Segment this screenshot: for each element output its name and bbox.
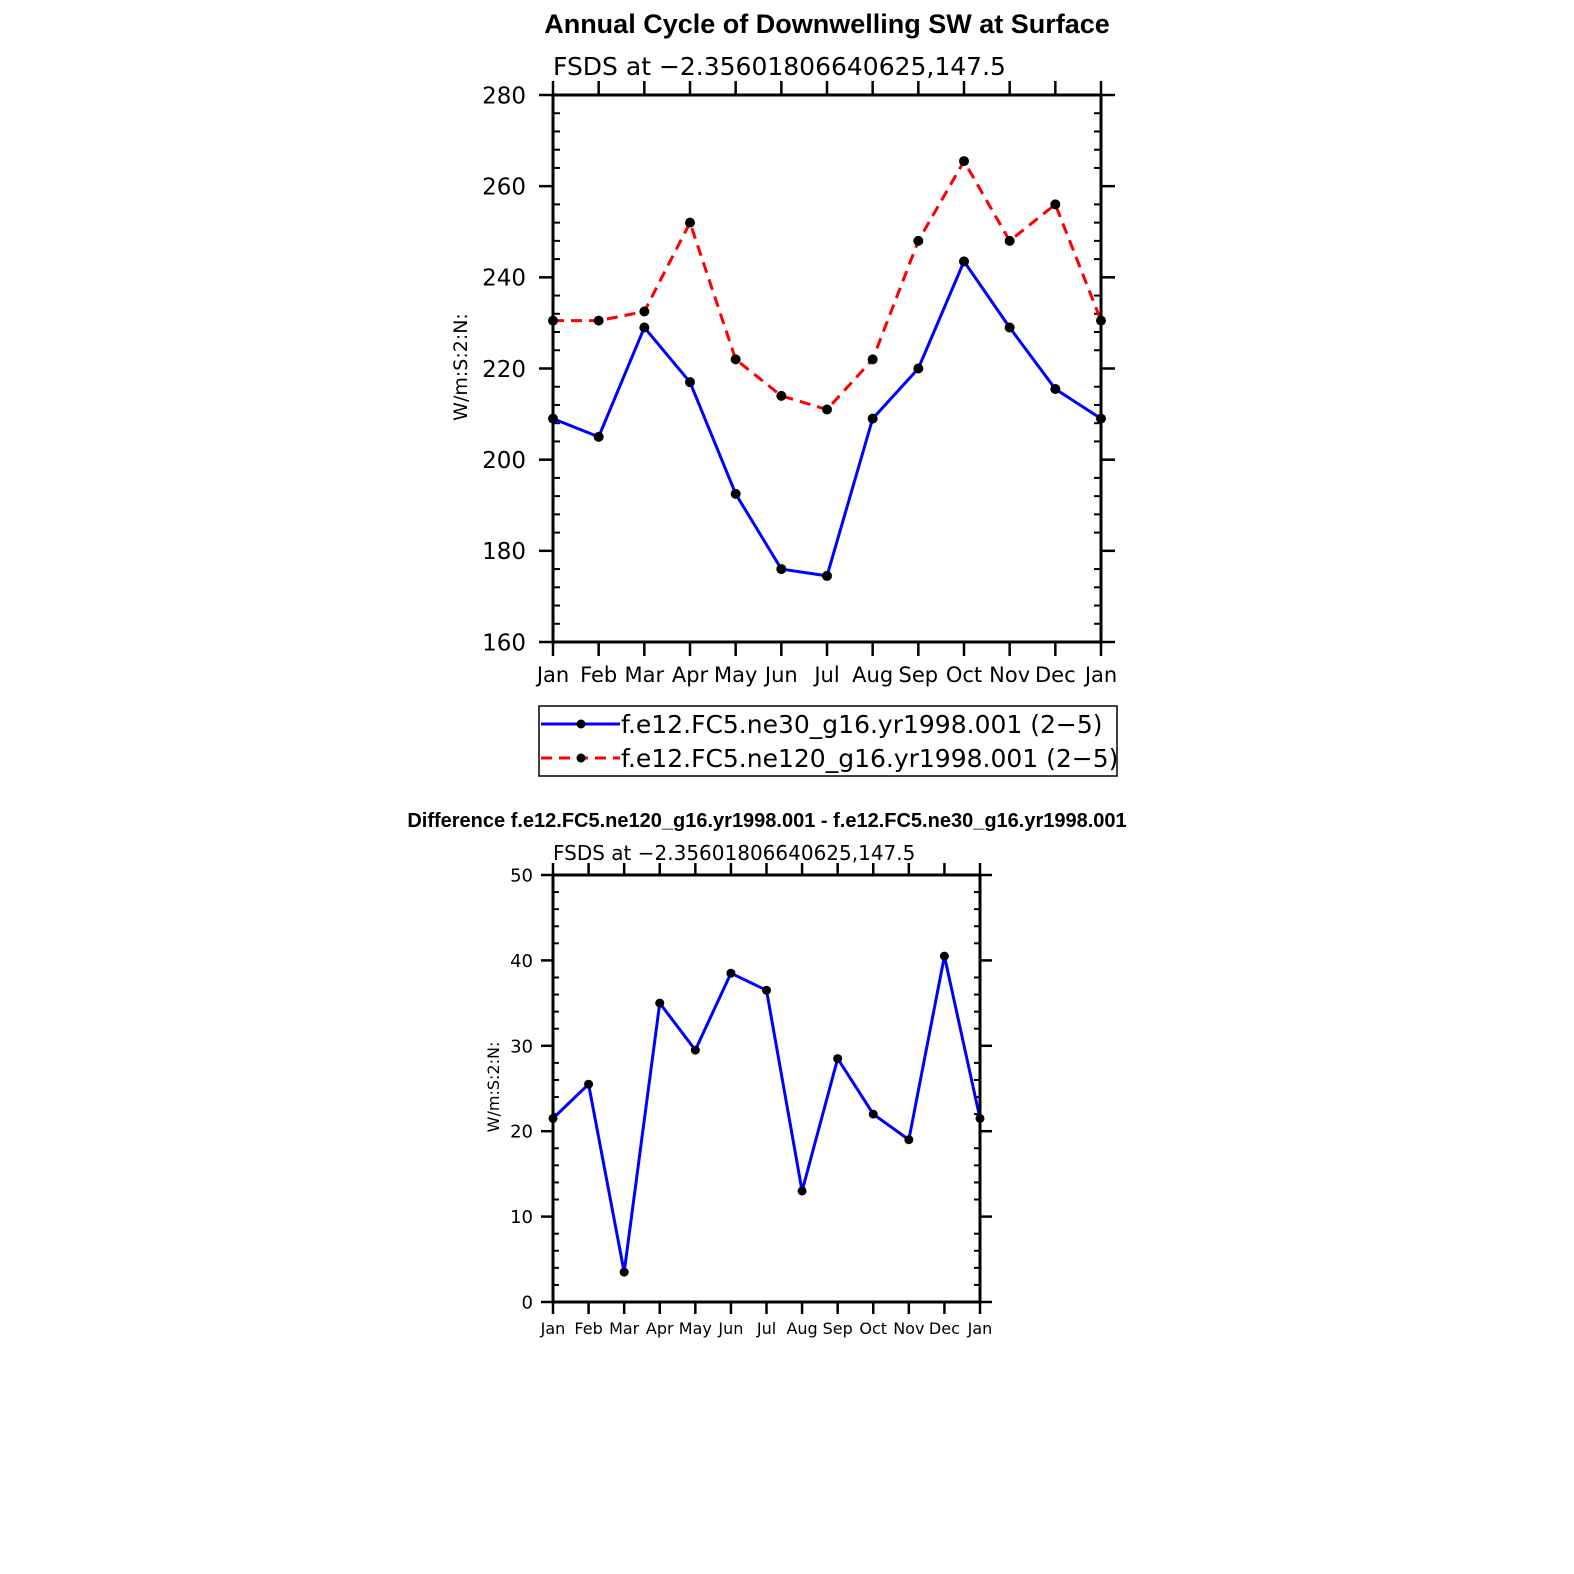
difference-title: Difference f.e12.FC5.ne120_g16.yr1998.00… xyxy=(407,810,1126,832)
annual-cycle-series-0-point xyxy=(1004,322,1015,333)
difference-series-0-point xyxy=(833,1054,843,1064)
annual-cycle-series-0-point xyxy=(867,413,878,424)
difference-series-0-point xyxy=(655,998,665,1008)
legend-box xyxy=(538,705,1118,777)
annual-cycle-y-tick-labels: 160 180 200 220 240 260 280 xyxy=(482,83,526,656)
difference-y-tick-label: 40 xyxy=(510,951,533,972)
difference-series-0-point xyxy=(690,1045,700,1055)
annual-cycle-x-tick-label: Jan xyxy=(535,663,569,687)
difference-series-0-point xyxy=(868,1109,878,1119)
annual-cycle-y-tick-label: 160 xyxy=(482,630,526,656)
annual-cycle-series-1-point xyxy=(776,390,787,401)
annual-cycle-x-tick-label: Apr xyxy=(672,663,709,687)
legend-marker-ne30 xyxy=(576,719,586,729)
annual-cycle-title: Annual Cycle of Downwelling SW at Surfac… xyxy=(544,9,1110,39)
difference-series-0-point xyxy=(726,968,736,978)
annual-cycle-x-tick-label: Jan xyxy=(1083,663,1117,687)
annual-cycle-y-tick-label: 180 xyxy=(482,539,526,565)
annual-cycle-series-1-point xyxy=(1004,235,1015,246)
difference-plot-frame xyxy=(551,873,982,1304)
annual-cycle-plot-frame xyxy=(551,93,1103,644)
difference-x-tick-label: Mar xyxy=(609,1319,640,1338)
annual-cycle-series-1-point xyxy=(685,217,695,228)
annual-cycle-x-tick-label: Aug xyxy=(852,663,893,687)
annual-cycle-y-tick-label: 240 xyxy=(482,266,526,292)
difference-y-tick-label: 0 xyxy=(522,1292,533,1313)
legend-label-ne120: f.e12.FC5.ne120_g16.yr1998.001 (2−5) xyxy=(621,744,1118,773)
legend-label-ne30: f.e12.FC5.ne30_g16.yr1998.001 (2−5) xyxy=(621,710,1103,739)
difference-y-tick-label: 20 xyxy=(510,1122,533,1143)
annual-cycle-y-tick-label: 280 xyxy=(482,83,526,109)
difference-x-tick-label: Jun xyxy=(717,1319,743,1338)
annual-cycle-series-1-point xyxy=(822,404,832,415)
difference-x-tick-label: Feb xyxy=(574,1319,602,1338)
annual-cycle-chart: Annual Cycle of Downwelling SW at Surfac… xyxy=(450,9,1118,777)
difference-x-tick-labels: Jan Feb Mar Apr May Jun Jul Aug Sep Oct Nov Dec Jan xyxy=(540,1319,993,1338)
annual-cycle-series-0-point xyxy=(639,322,650,333)
difference-series-0-point xyxy=(797,1186,807,1196)
legend-entry-ne30: f.e12.FC5.ne30_g16.yr1998.001 (2−5) xyxy=(541,710,1103,739)
annual-cycle-y-tick-label: 220 xyxy=(482,357,526,383)
difference-series-0-point xyxy=(619,1267,629,1277)
annual-cycle-y-tick-label: 200 xyxy=(482,448,526,474)
annual-cycle-x-tick-label: Jun xyxy=(763,663,798,687)
annual-cycle-x-tick-labels: Jan Feb Mar Apr May Jun Jul Aug Sep Oct Nov Dec Jan xyxy=(535,663,1117,687)
annual-cycle-series-1-point xyxy=(593,315,604,326)
annual-cycle-series-1-point xyxy=(959,156,969,167)
difference-series-0-point xyxy=(762,985,771,995)
annual-cycle-x-tick-label: Mar xyxy=(625,663,665,687)
annual-cycle-x-tick-label: Sep xyxy=(899,663,939,687)
difference-x-tick-label: Oct xyxy=(859,1319,887,1338)
annual-cycle-series-0-point xyxy=(959,256,969,267)
legend-entry-ne120: f.e12.FC5.ne120_g16.yr1998.001 (2−5) xyxy=(541,744,1118,773)
annual-cycle-series xyxy=(548,156,1106,581)
difference-x-tick-label: May xyxy=(679,1319,712,1338)
legend-marker-ne120 xyxy=(576,753,586,763)
annual-cycle-series-1-point xyxy=(1050,199,1061,210)
annual-cycle-series-1-point xyxy=(730,354,741,365)
annual-cycle-x-tick-label: Dec xyxy=(1035,663,1076,687)
annual-cycle-legend: f.e12.FC5.ne30_g16.yr1998.001 (2−5) f.e1… xyxy=(538,705,1118,777)
annual-cycle-series-1-point xyxy=(639,306,650,317)
difference-series-0-point xyxy=(904,1135,914,1145)
difference-x-tick-label: Aug xyxy=(786,1319,817,1338)
annual-cycle-series-0-point xyxy=(822,570,832,581)
annual-cycle-series-1-point xyxy=(913,235,924,246)
annual-cycle-x-tick-label: May xyxy=(714,663,757,687)
annual-cycle-series-0-point xyxy=(776,564,787,575)
annual-cycle-y-tick-label: 260 xyxy=(482,174,526,200)
difference-subtitle: FSDS at −2.35601806640625,147.5 xyxy=(553,841,915,865)
annual-cycle-x-tick-label: Nov xyxy=(989,663,1030,687)
difference-x-tick-label: Apr xyxy=(646,1319,674,1338)
difference-x-tick-label: Sep xyxy=(823,1319,853,1338)
difference-y-axis-label: W/m:S:2:N: xyxy=(484,1042,503,1133)
difference-y-tick-label: 10 xyxy=(510,1207,533,1228)
annual-cycle-series-0-point xyxy=(1050,384,1061,395)
difference-x-tick-label: Jan xyxy=(967,1319,993,1338)
difference-chart: Difference f.e12.FC5.ne120_g16.yr1998.00… xyxy=(407,810,1126,1338)
annual-cycle-series-0-point xyxy=(685,377,695,388)
annual-cycle-x-tick-label: Oct xyxy=(946,663,982,687)
annual-cycle-y-axis-label: W/m:S:2:N: xyxy=(450,313,472,421)
difference-y-tick-label: 50 xyxy=(510,865,533,886)
difference-y-tick-labels: 0 10 20 30 40 50 xyxy=(510,865,533,1313)
difference-x-tick-label: Jul xyxy=(756,1319,776,1338)
annual-cycle-x-tick-label: Feb xyxy=(580,663,617,687)
annual-cycle-subtitle: FSDS at −2.35601806640625,147.5 xyxy=(553,52,1006,81)
annual-cycle-x-tick-label: Jul xyxy=(812,663,839,687)
difference-y-tick-label: 30 xyxy=(510,1036,533,1057)
annual-cycle-series-1-point xyxy=(867,354,878,365)
difference-x-tick-label: Jan xyxy=(540,1319,566,1338)
difference-series-0-point xyxy=(584,1079,594,1089)
annual-cycle-series-0-point xyxy=(913,363,924,374)
difference-x-tick-label: Nov xyxy=(893,1319,924,1338)
difference-x-tick-label: Dec xyxy=(929,1319,960,1338)
annual-cycle-series-0-point xyxy=(593,431,604,442)
difference-series-0-point xyxy=(939,951,949,961)
annual-cycle-series-0-point xyxy=(730,488,741,499)
